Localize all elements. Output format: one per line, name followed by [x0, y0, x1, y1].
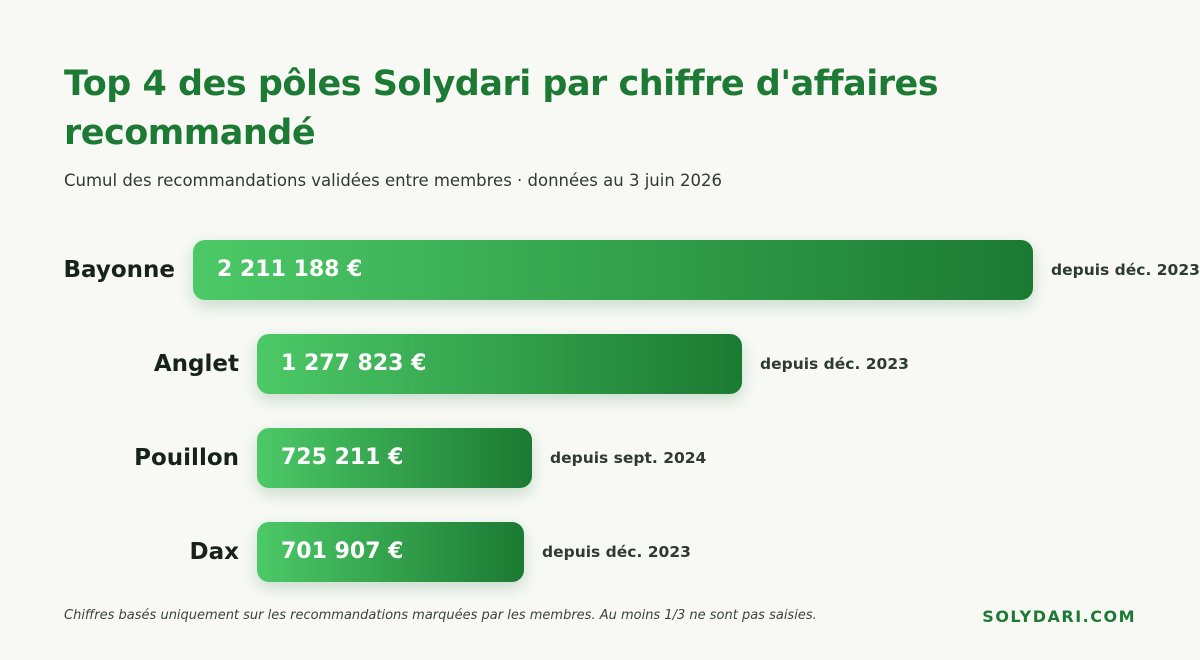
category-label: Bayonne — [63, 257, 176, 283]
footnote: Chiffres basés uniquement sur les recomm… — [64, 608, 817, 623]
bar: 1 277 823 € — [257, 334, 742, 394]
category-label: Anglet — [153, 351, 239, 377]
chart-subtitle: Cumul des recommandations validées entre… — [64, 171, 723, 190]
bar-value-label: 725 211 € — [281, 445, 404, 470]
category-label: Pouillon — [134, 445, 239, 471]
bar-since-note: depuis déc. 2023 — [1051, 261, 1200, 279]
bar-chart: Bayonne 2 211 188 € depuis déc. 2023 Anglet… — [0, 220, 1200, 600]
category-label: Dax — [189, 539, 239, 565]
bar-value-label: 1 277 823 € — [281, 351, 427, 376]
bar: 701 907 € — [257, 522, 524, 582]
bar: 2 211 188 € — [193, 240, 1033, 300]
chart-title: Top 4 des pôles Solydari par chiffre d'a… — [64, 64, 939, 153]
bar-since-note: depuis sept. 2024 — [550, 449, 707, 467]
bar-value-label: 2 211 188 € — [217, 257, 363, 282]
bar-since-note: depuis déc. 2023 — [760, 355, 909, 373]
brand-link[interactable]: SOLYDARI.COM — [982, 607, 1136, 626]
bar: 725 211 € — [257, 428, 532, 488]
bar-value-label: 701 907 € — [281, 539, 404, 564]
bar-since-note: depuis déc. 2023 — [542, 543, 691, 561]
